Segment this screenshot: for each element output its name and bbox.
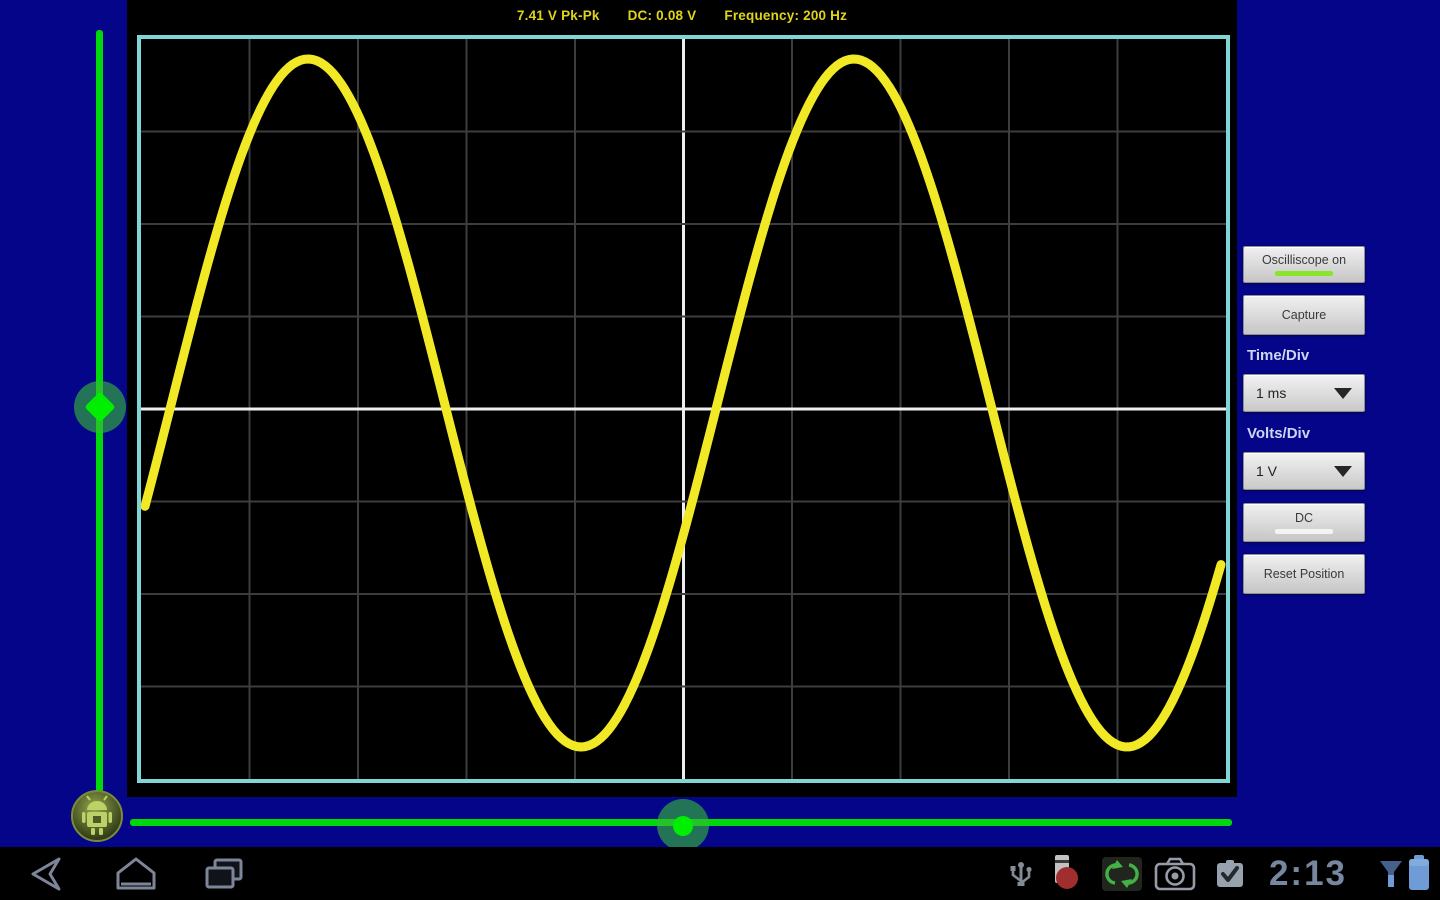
dropdown-arrow-icon — [1334, 465, 1352, 477]
time-div-spinner[interactable]: 1 ms — [1243, 374, 1365, 412]
android-robot-icon — [71, 790, 123, 842]
back-icon — [31, 857, 61, 891]
toggle-on-indicator — [1275, 271, 1333, 276]
toggle-off-indicator — [1275, 529, 1333, 534]
slider-thumb-diamond-icon — [84, 391, 116, 423]
recent-apps-button[interactable] — [196, 855, 252, 893]
frequency-readout: Frequency: 200 Hz — [724, 7, 848, 23]
peak-to-peak-readout: 7.41 V Pk-Pk — [516, 7, 600, 23]
scope-panel: 7.41 V Pk-Pk DC: 0.08 V Frequency: 200 H… — [127, 0, 1237, 797]
reset-position-button[interactable]: Reset Position — [1243, 554, 1365, 594]
horizontal-position-slider-handle[interactable] — [657, 799, 709, 851]
measurement-readout: 7.41 V Pk-Pk DC: 0.08 V Frequency: 200 H… — [127, 0, 1237, 30]
capture-button-label: Capture — [1281, 308, 1327, 322]
status-clock[interactable]: 2:13 — [1268, 854, 1348, 893]
time-div-label: Time/Div — [1247, 347, 1310, 364]
oscilloscope-toggle-label: Oscilliscope on — [1261, 253, 1347, 267]
media-notification-icon — [1046, 853, 1082, 893]
back-button[interactable] — [18, 855, 74, 893]
oscilloscope-toggle-button[interactable]: Oscilliscope on — [1243, 246, 1365, 283]
dc-toggle-button[interactable]: DC — [1243, 503, 1365, 542]
dc-toggle-label: DC — [1294, 511, 1314, 525]
vertical-position-slider-handle[interactable] — [74, 381, 126, 433]
dc-readout: DC: 0.08 V — [627, 7, 697, 23]
task-complete-icon — [1215, 859, 1245, 889]
oscilloscope-display — [137, 35, 1230, 783]
volts-div-label: Volts/Div — [1247, 425, 1311, 442]
battery-icon — [1406, 853, 1432, 893]
slider-thumb-dot-icon — [673, 816, 693, 836]
sync-icon — [1102, 857, 1142, 891]
recent-apps-icon — [205, 858, 243, 889]
control-panel: Oscilliscope on Capture Time/Div 1 ms Vo… — [1243, 0, 1365, 847]
home-button[interactable] — [108, 855, 164, 893]
oscilloscope-app: 7.41 V Pk-Pk DC: 0.08 V Frequency: 200 H… — [0, 0, 1440, 851]
system-navigation-bar: 2:13 — [0, 847, 1440, 900]
capture-button[interactable]: Capture — [1243, 295, 1365, 335]
time-div-value: 1 ms — [1256, 385, 1287, 401]
volts-div-value: 1 V — [1256, 463, 1278, 479]
signal-strength-icon — [1378, 859, 1404, 889]
reset-position-label: Reset Position — [1263, 567, 1345, 581]
home-icon — [116, 857, 156, 890]
usb-debugging-icon — [1006, 859, 1036, 889]
volts-div-spinner[interactable]: 1 V — [1243, 452, 1365, 490]
dropdown-arrow-icon — [1334, 387, 1352, 399]
camera-icon — [1153, 856, 1197, 892]
